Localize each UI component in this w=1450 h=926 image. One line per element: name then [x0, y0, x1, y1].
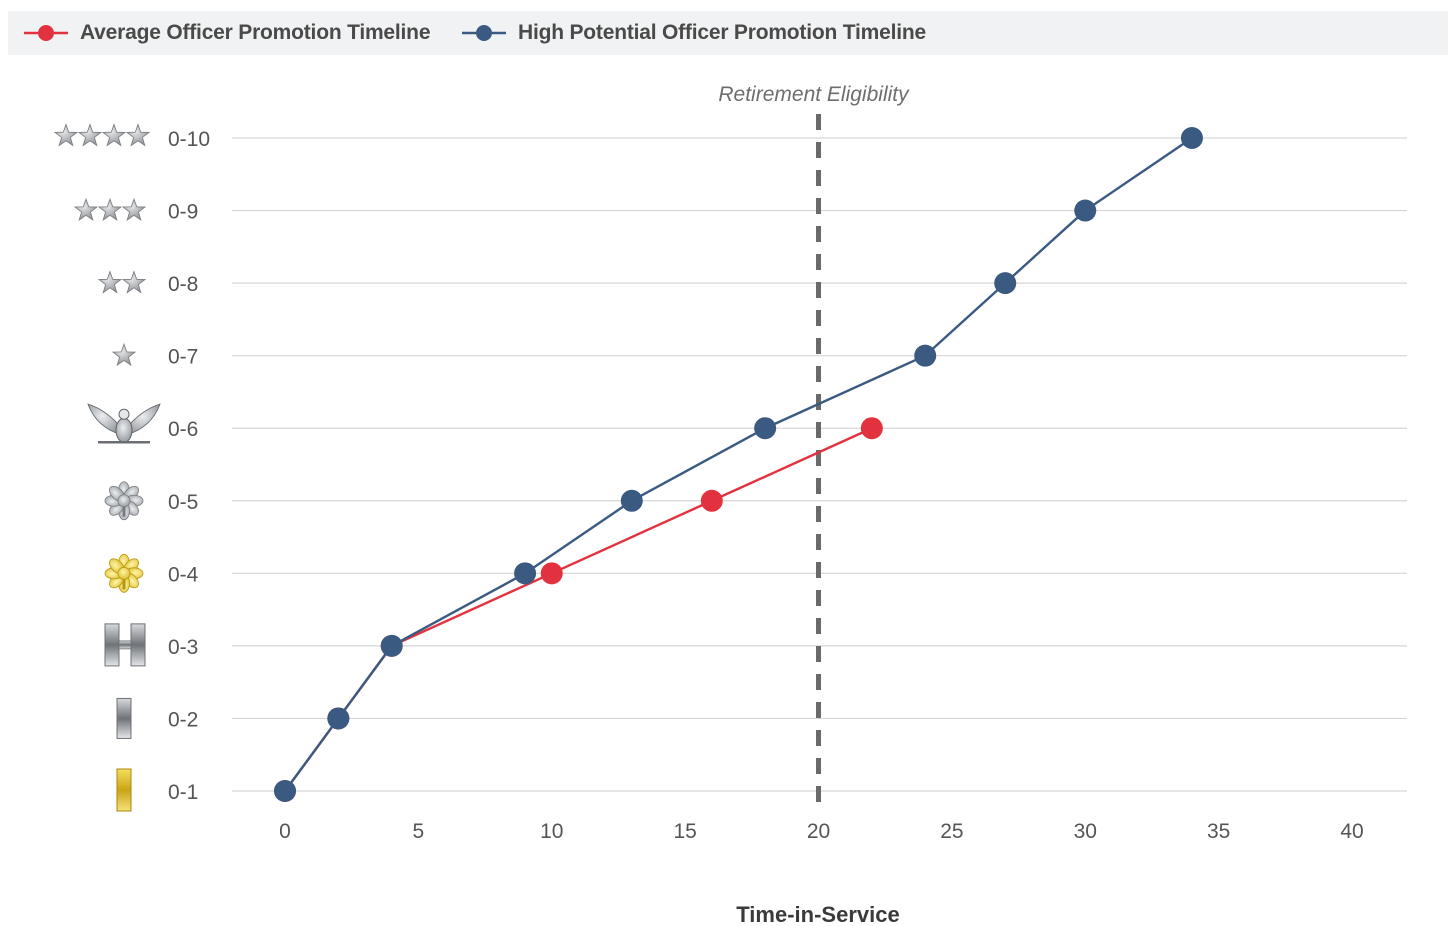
- data-point-high-potential: [754, 417, 777, 440]
- two-star-icon: [97, 270, 147, 294]
- y-tick-label: 0-4: [168, 563, 199, 586]
- data-point-high-potential: [514, 562, 537, 585]
- data-point-average: [700, 489, 723, 512]
- x-tick-label: 5: [413, 820, 425, 843]
- data-point-high-potential: [620, 489, 643, 512]
- series-line-high-potential: [284, 137, 1193, 792]
- legend-marker-high-potential: [462, 25, 506, 41]
- x-tick-label: 15: [673, 820, 696, 843]
- data-point-high-potential: [274, 780, 296, 802]
- y-tick-label: 0-9: [168, 201, 198, 224]
- legend: Average Officer Promotion Timeline High …: [8, 11, 1448, 55]
- series-average: [274, 417, 883, 802]
- x-tick-label: 20: [807, 820, 830, 843]
- x-axis-label: Time-in-Service: [736, 902, 899, 926]
- data-point-high-potential: [994, 272, 1017, 295]
- y-tick-label: 0-10: [168, 128, 210, 151]
- retirement-eligibility-label: Retirement Eligibility: [718, 83, 910, 106]
- y-tick-label: 0-5: [168, 491, 198, 514]
- y-axis-ticks: 0-1 0-2 0-3 0-4 0-5 0-6 0-7 0-8 0-9 0-10: [168, 128, 210, 804]
- annotations: Retirement Eligibility: [718, 83, 910, 806]
- y-tick-label: 0-1: [168, 781, 198, 804]
- legend-item-average: Average Officer Promotion Timeline: [22, 11, 430, 55]
- data-point-average: [860, 417, 883, 440]
- legend-label-high-potential: High Potential Officer Promotion Timelin…: [518, 21, 926, 44]
- y-tick-label: 0-7: [168, 346, 198, 369]
- data-point-high-potential: [380, 634, 403, 657]
- x-tick-label: 30: [1074, 820, 1097, 843]
- y-tick-label: 0-6: [168, 418, 198, 441]
- series-line-average: [284, 427, 873, 792]
- legend-item-high-potential: High Potential Officer Promotion Timelin…: [460, 11, 926, 55]
- eagle-icon: [87, 403, 161, 444]
- y-tick-label: 0-8: [168, 273, 198, 296]
- silver-oak-leaf-icon: [104, 481, 144, 521]
- y-tick-label: 0-3: [168, 636, 198, 659]
- y-tick-label: 0-2: [168, 708, 198, 731]
- series: [274, 127, 1203, 802]
- one-star-icon: [111, 342, 137, 367]
- x-tick-label: 40: [1340, 820, 1363, 843]
- data-point-high-potential: [914, 344, 937, 367]
- legend-marker-average: [24, 25, 68, 41]
- x-tick-label: 10: [540, 820, 563, 843]
- data-point-high-potential: [327, 707, 350, 730]
- data-point-high-potential: [1074, 199, 1097, 222]
- x-tick-label: 25: [940, 820, 963, 843]
- double-silver-bar-icon: [104, 623, 146, 667]
- data-point-average: [540, 562, 563, 585]
- four-star-icon: [53, 123, 151, 147]
- gold-oak-leaf-icon: [104, 553, 144, 593]
- rank-icons: [53, 123, 161, 812]
- three-star-icon: [73, 197, 147, 222]
- series-high-potential: [274, 127, 1203, 802]
- silver-bar-icon: [116, 697, 132, 739]
- legend-label-average: Average Officer Promotion Timeline: [80, 21, 431, 44]
- x-tick-label: 0: [279, 820, 291, 843]
- data-point-high-potential: [1180, 127, 1203, 149]
- x-tick-label: 35: [1207, 820, 1230, 843]
- x-axis-ticks: 0 5 10 15 20 25 30 35 40: [279, 820, 1364, 843]
- gold-bar-icon: [116, 768, 132, 812]
